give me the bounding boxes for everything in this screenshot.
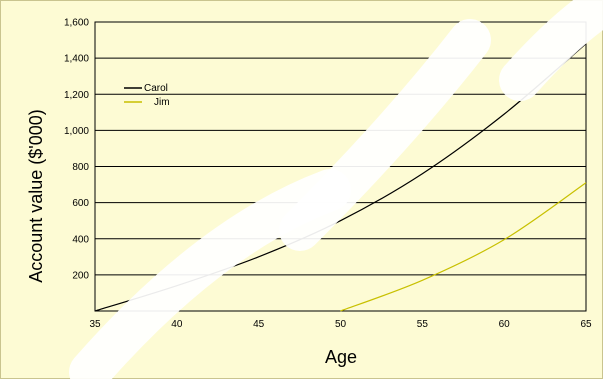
y-tick-labels: 200 400 600 800 1,000 1,200 1,400 1,600 (64, 18, 89, 282)
legend-label: Jim (154, 97, 170, 108)
y-tick-label: 1,600 (64, 18, 89, 29)
y-tick-label: 1,000 (64, 126, 89, 137)
y-tick-label: 800 (72, 162, 89, 173)
x-tick-labels: 35 40 45 50 55 60 65 (89, 319, 592, 330)
y-tick-label: 1,400 (64, 54, 89, 65)
x-tick-label: 60 (499, 319, 511, 330)
y-tick-label: 200 (72, 270, 89, 281)
y-tick-label: 1,200 (64, 90, 89, 101)
watermark (69, 0, 603, 379)
y-axis-label: Account value ($'000) (26, 109, 46, 283)
x-tick-label: 55 (417, 319, 429, 330)
x-tick-label: 65 (580, 319, 592, 330)
x-tick-label: 45 (253, 319, 265, 330)
x-tick-label: 35 (89, 319, 101, 330)
y-tick-label: 600 (72, 198, 89, 209)
series-line-jim (340, 182, 587, 312)
legend-label: Carol (144, 83, 168, 94)
x-tick-label: 50 (335, 319, 347, 330)
legend: Carol Jim (124, 83, 170, 108)
x-axis-label: Age (325, 347, 357, 367)
y-tick-label: 400 (72, 234, 89, 245)
x-tick-label: 40 (171, 319, 183, 330)
